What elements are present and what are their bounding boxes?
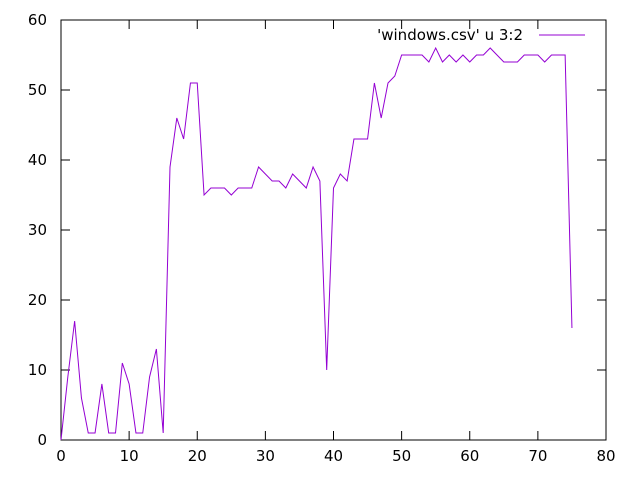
y-tick-label: 30 — [28, 221, 47, 239]
x-tick-label: 80 — [596, 447, 615, 465]
series-line — [60, 46, 573, 441]
x-tick-label: 20 — [188, 447, 207, 465]
y-tick-label: 0 — [37, 431, 47, 449]
x-tick-label: 70 — [528, 447, 547, 465]
x-tick-label: 30 — [256, 447, 275, 465]
legend-label: 'windows.csv' u 3:2 — [377, 26, 523, 44]
y-tick-label: 40 — [28, 151, 47, 169]
legend: 'windows.csv' u 3:2 — [377, 26, 585, 44]
x-tick-label: 60 — [460, 447, 479, 465]
x-tick-label: 40 — [324, 447, 343, 465]
plot-border — [60, 19, 607, 441]
y-tick-label: 20 — [28, 291, 47, 309]
x-tick-label: 50 — [392, 447, 411, 465]
series-layer — [60, 46, 573, 441]
axis-ticks — [60, 19, 607, 441]
y-tick-label: 60 — [28, 11, 47, 29]
y-tick-label: 10 — [28, 361, 47, 379]
x-tick-label: 10 — [120, 447, 139, 465]
axis-tick-labels: 0 10 20 30 40 50 60 70 80 0 10 20 30 40 50 60 — [28, 11, 616, 465]
plot-area — [60, 19, 607, 441]
x-tick-label: 0 — [56, 447, 66, 465]
y-tick-label: 50 — [28, 81, 47, 99]
